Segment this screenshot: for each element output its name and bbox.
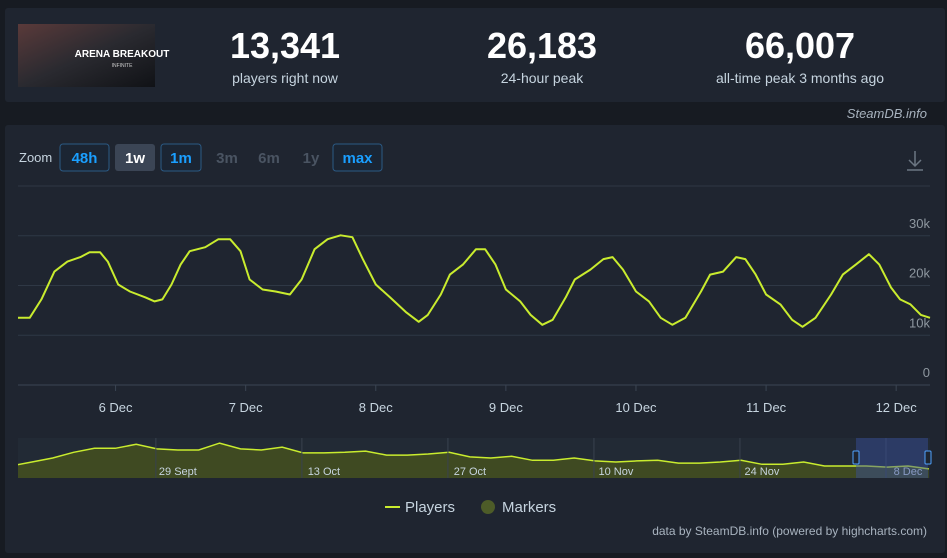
stat-label: 24-hour peak: [501, 70, 585, 86]
navigator-handle[interactable]: [852, 450, 860, 465]
legend-label[interactable]: Markers: [502, 499, 556, 516]
legend-label[interactable]: Players: [405, 499, 455, 516]
zoom-button-label: 3m: [216, 150, 238, 167]
y-tick-label: 30k: [909, 216, 930, 231]
zoom-button-label: 1y: [303, 150, 320, 167]
navigator-label: 13 Oct: [308, 466, 340, 478]
x-tick-label: 7 Dec: [229, 400, 263, 415]
zoom-button-label[interactable]: 1w: [125, 150, 145, 167]
logo-title: ARENA BREAKOUT: [75, 49, 170, 60]
navigator-area: [18, 443, 929, 478]
navigator-handle[interactable]: [924, 450, 932, 465]
zoom-button[interactable]: [59, 143, 110, 172]
x-tick-label: 12 Dec: [876, 400, 918, 415]
zoom-button[interactable]: [115, 144, 155, 171]
zoom-button-label: 6m: [258, 150, 280, 167]
source-link[interactable]: SteamDB.info: [847, 106, 927, 121]
legend-symbol: [481, 500, 495, 514]
zoom-button[interactable]: [332, 143, 383, 172]
stat-value: 13,341: [230, 25, 340, 66]
chart-panel: [5, 125, 945, 553]
zoom-button-label[interactable]: max: [342, 150, 373, 167]
player-line: [18, 234, 931, 328]
navigator-label: 24 Nov: [745, 466, 780, 478]
y-tick-label: 10k: [909, 315, 930, 330]
navigator-line: [18, 442, 929, 470]
navigator-label: 27 Oct: [454, 466, 486, 478]
zoom-button-label[interactable]: 1m: [170, 150, 192, 167]
x-tick-label: 8 Dec: [359, 400, 393, 415]
zoom-button[interactable]: [160, 143, 202, 172]
navigator-label: 8 Dec: [894, 466, 923, 478]
x-tick-label: 11 Dec: [746, 400, 787, 415]
navigator-label: 29 Sept: [159, 466, 197, 478]
zoom-label: Zoom: [19, 150, 52, 165]
stat-value: 66,007: [745, 25, 855, 66]
game-logo: [18, 24, 155, 87]
stat-label: players right now: [232, 70, 339, 86]
zoom-button-label[interactable]: 48h: [72, 150, 98, 167]
download-icon[interactable]: [907, 151, 923, 171]
x-tick-label: 10 Dec: [615, 400, 657, 415]
x-tick-label: 9 Dec: [489, 400, 523, 415]
logo-subtitle: INFINITE: [112, 63, 133, 69]
navigator-label: 10 Nov: [599, 466, 634, 478]
credits[interactable]: data by SteamDB.info (powered by highcha…: [652, 524, 927, 538]
navigator-window[interactable]: [856, 438, 928, 478]
y-tick-label: 20k: [909, 266, 930, 281]
header-panel: [5, 8, 945, 102]
stat-label: all-time peak 3 months ago: [716, 70, 884, 86]
y-tick-label: 0: [923, 365, 930, 380]
stat-value: 26,183: [487, 25, 597, 66]
x-tick-label: 6 Dec: [99, 400, 133, 415]
